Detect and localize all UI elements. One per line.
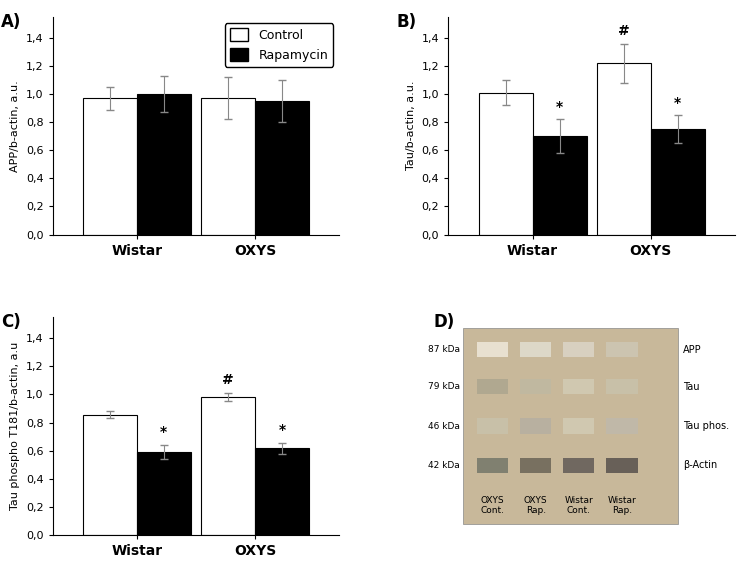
Text: 42 kDa: 42 kDa (428, 461, 460, 470)
Bar (255, 449, 309, 535)
Bar (478, 93, 532, 235)
Text: *: * (160, 426, 167, 439)
Legend: Control, Rapamycin: Control, Rapamycin (224, 23, 333, 66)
Text: Tau phos.: Tau phos. (683, 421, 730, 431)
Text: A): A) (1, 12, 21, 30)
Text: #: # (222, 373, 234, 387)
Text: 87 kDa: 87 kDa (427, 345, 460, 354)
Text: #: # (618, 24, 629, 38)
FancyBboxPatch shape (520, 342, 551, 358)
Text: *: * (674, 96, 681, 110)
Text: Tau: Tau (683, 382, 700, 392)
Bar (82, 99, 136, 235)
FancyBboxPatch shape (463, 328, 678, 524)
Text: D): D) (434, 313, 455, 331)
Bar (136, 452, 190, 535)
Text: 79 kDa: 79 kDa (427, 382, 460, 391)
Bar (255, 101, 309, 235)
Y-axis label: Tau/b-actin, a.u.: Tau/b-actin, a.u. (406, 81, 416, 171)
FancyBboxPatch shape (520, 458, 551, 473)
FancyBboxPatch shape (563, 342, 595, 358)
Text: *: * (556, 100, 563, 114)
FancyBboxPatch shape (563, 379, 595, 395)
FancyBboxPatch shape (606, 342, 638, 358)
FancyBboxPatch shape (563, 418, 595, 434)
Bar (201, 397, 255, 535)
FancyBboxPatch shape (520, 379, 551, 395)
Text: B): B) (397, 12, 417, 30)
Text: 46 kDa: 46 kDa (427, 422, 460, 431)
Text: Wistar
Rap.: Wistar Rap. (608, 495, 636, 515)
Bar (532, 136, 586, 235)
FancyBboxPatch shape (477, 379, 508, 395)
FancyBboxPatch shape (606, 458, 638, 473)
Text: OXYS
Cont.: OXYS Cont. (481, 495, 505, 515)
FancyBboxPatch shape (477, 342, 508, 358)
Text: β-Actin: β-Actin (683, 460, 718, 470)
FancyBboxPatch shape (606, 418, 638, 434)
Text: OXYS
Rap.: OXYS Rap. (524, 495, 548, 515)
Y-axis label: Tau phospho T181/b-actin, a.u: Tau phospho T181/b-actin, a.u (10, 342, 20, 510)
Bar (651, 129, 705, 235)
FancyBboxPatch shape (520, 418, 551, 434)
Text: APP: APP (683, 345, 702, 355)
Text: *: * (278, 423, 286, 437)
Bar (201, 99, 255, 235)
Bar (597, 63, 651, 235)
Bar (82, 415, 136, 535)
Bar (136, 94, 190, 235)
Y-axis label: APP/b-actin, a.u.: APP/b-actin, a.u. (10, 80, 20, 172)
Text: Wistar
Cont.: Wistar Cont. (564, 495, 593, 515)
FancyBboxPatch shape (477, 458, 508, 473)
FancyBboxPatch shape (606, 379, 638, 395)
Text: C): C) (1, 313, 21, 331)
FancyBboxPatch shape (563, 458, 595, 473)
FancyBboxPatch shape (477, 418, 508, 434)
